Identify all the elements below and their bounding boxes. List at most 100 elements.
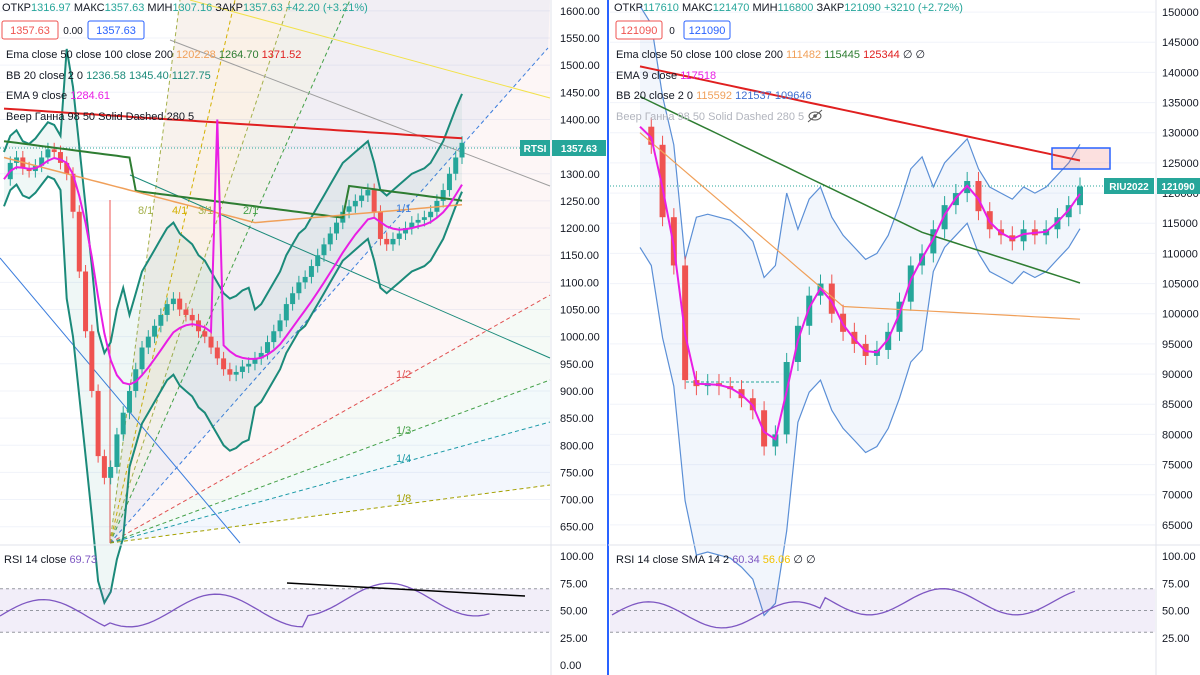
left-ema9-legend[interactable]: EMA 9 close 1284.61 [6, 90, 110, 102]
left-candle-body [308, 266, 314, 277]
left-buy-box[interactable] [87, 20, 145, 40]
right-y-tick-label: 150000 [1162, 7, 1199, 19]
left-candle-body [170, 298, 176, 305]
right-ema50-line [639, 132, 1081, 320]
left-y-tick-label: 1150.00 [560, 250, 599, 262]
gann-fan-line [109, 0, 181, 544]
gann-fan-zone [110, 0, 550, 543]
left-candle-body [321, 244, 327, 256]
right-y-tick-label: 90000 [1162, 369, 1193, 381]
left-symbol-tag: RTSI [524, 144, 547, 155]
right-sell-price[interactable]: 121090 [621, 25, 658, 37]
left-candle-body [346, 206, 352, 212]
left-candle-body [459, 142, 465, 158]
right-candle-body [682, 265, 689, 381]
right-high-value: 121470 [713, 2, 750, 14]
left-ema50-value: 1202.28 [176, 49, 216, 61]
left-rsi-value: 69.73 [69, 554, 97, 566]
gann-label-1-2: 1/2 [396, 369, 411, 381]
right-bb-legend[interactable]: BB 20 close 2 0 115592 121537 109646 [616, 90, 812, 102]
left-candle-body [453, 157, 459, 174]
left-bb-upper: 1345.40 [129, 70, 169, 82]
left-candle-body [177, 298, 183, 310]
left-gann-legend[interactable]: Веер Ганна 98 50 Solid Dashed 280 5 [6, 111, 194, 123]
right-y-tick-label: 100000 [1162, 309, 1199, 321]
right-last-price: 121090 [1161, 182, 1195, 193]
left-candle-body [83, 271, 89, 332]
right-price-grid [610, 11, 1155, 526]
target-rectangle[interactable] [1051, 147, 1111, 170]
left-y-tick-label: 800.00 [560, 440, 594, 452]
trend-line-blue [0, 257, 241, 544]
left-sell-price[interactable]: 1357.63 [10, 25, 50, 37]
gann-fan-line [109, 379, 551, 544]
left-rsi-legend[interactable]: RSI 14 close 69.73 [4, 554, 97, 566]
right-sell-box[interactable] [615, 20, 663, 40]
left-rsi-axis: 100.00 75.00 50.00 25.00 0.00 [560, 551, 594, 672]
left-y-tick-label: 1100.00 [560, 277, 599, 289]
left-bb-legend[interactable]: BB 20 close 2 0 1236.58 1345.40 1127.75 [6, 70, 211, 82]
right-rsi-pane[interactable] [610, 588, 1155, 633]
right-y-tick-label: 95000 [1162, 339, 1193, 351]
right-candle-body [1077, 186, 1083, 206]
left-candle-body [359, 195, 365, 201]
left-y-tick-label: 700.00 [560, 495, 594, 507]
right-open-label: ОТКР [614, 2, 643, 14]
left-candle-body [120, 412, 126, 435]
right-buy-box[interactable] [683, 20, 731, 40]
right-candle-body [896, 301, 903, 332]
left-ema-legend[interactable]: Ema close 50 close 100 close 200 1202.28… [6, 49, 301, 61]
left-candle-body [409, 222, 415, 229]
right-price-axis[interactable]: 1500001450001400001350001300001250001200… [1162, 7, 1199, 532]
left-ema9-label: EMA 9 close [6, 90, 67, 102]
left-candle-body [189, 314, 195, 321]
left-candle-body [428, 211, 434, 218]
right-buy-price[interactable]: 121090 [689, 25, 726, 37]
right-rsi-tick-label: 25.00 [1162, 633, 1190, 645]
right-bb-basis: 115592 [696, 90, 732, 102]
left-buy-price[interactable]: 1357.63 [96, 25, 136, 37]
right-last-price-bg [1157, 178, 1200, 194]
left-rsi-pane[interactable] [0, 582, 550, 633]
hidden-eye-icon[interactable] [807, 109, 823, 123]
gann-fan-line [109, 0, 351, 544]
left-y-tick-label: 1450.00 [560, 87, 600, 99]
left-y-tick-label: 1250.00 [560, 196, 600, 208]
left-change-value: +42.20 (+3.21%) [286, 2, 368, 14]
left-candle-body [239, 366, 245, 372]
left-candle-body [57, 152, 63, 163]
right-ema-legend[interactable]: Ema close 50 close 100 close 200 111482 … [616, 49, 925, 61]
right-ema9-legend[interactable]: EMA 9 close 117518 [616, 70, 716, 82]
left-candle-body [89, 331, 95, 391]
left-price-axis[interactable]: 1600.001550.001500.001450.001400.001350.… [560, 6, 600, 534]
right-gann-legend[interactable]: Веер Ганна 98 50 Solid Dashed 280 5 [616, 111, 804, 123]
left-rsi-tick-label: 25.00 [560, 633, 588, 645]
left-candle-body [302, 276, 308, 283]
right-rsi-axis: 100.00 75.00 50.00 25.00 [1162, 551, 1196, 645]
left-candle-body [51, 149, 57, 153]
left-y-tick-label: 1550.00 [560, 33, 600, 45]
left-candle-body [440, 190, 446, 201]
left-last-price-bg [552, 140, 606, 156]
left-candle-body [334, 222, 340, 234]
left-chart-pane[interactable]: 8/1 4/1 3/1 2/1 1/1 1/2 1/3 1/4 1/8 ОТКР… [0, 0, 606, 675]
right-bb-upper-line [639, 5, 1081, 279]
left-ema100-line [3, 140, 463, 219]
right-y-tick-label: 110000 [1162, 248, 1198, 260]
trend-line-yellow [189, 0, 551, 99]
left-candle-body [277, 320, 283, 332]
right-rsi-legend[interactable]: RSI 14 close SMA 14 2 60.34 56.06 ∅ ∅ [616, 554, 816, 566]
left-candle-body [70, 173, 76, 212]
right-rsi-tick-label: 100.00 [1162, 551, 1196, 563]
right-chart-pane[interactable]: ОТКР117610 МАКС121470 МИН116800 ЗАКР1210… [608, 0, 1200, 675]
right-ema-label: Ema close 50 close 100 close 200 [616, 49, 783, 61]
left-high-value: 1357.63 [105, 2, 145, 14]
left-sell-box[interactable] [1, 20, 59, 40]
left-y-tick-label: 1300.00 [560, 169, 600, 181]
right-ema9-value: 117518 [680, 70, 716, 82]
right-ema100-line [639, 95, 1081, 284]
right-y-tick-label: 130000 [1162, 128, 1199, 140]
right-candle-body [772, 434, 779, 447]
gann-fan-line [109, 0, 291, 544]
left-rsi-tick-label: 75.00 [560, 578, 588, 590]
